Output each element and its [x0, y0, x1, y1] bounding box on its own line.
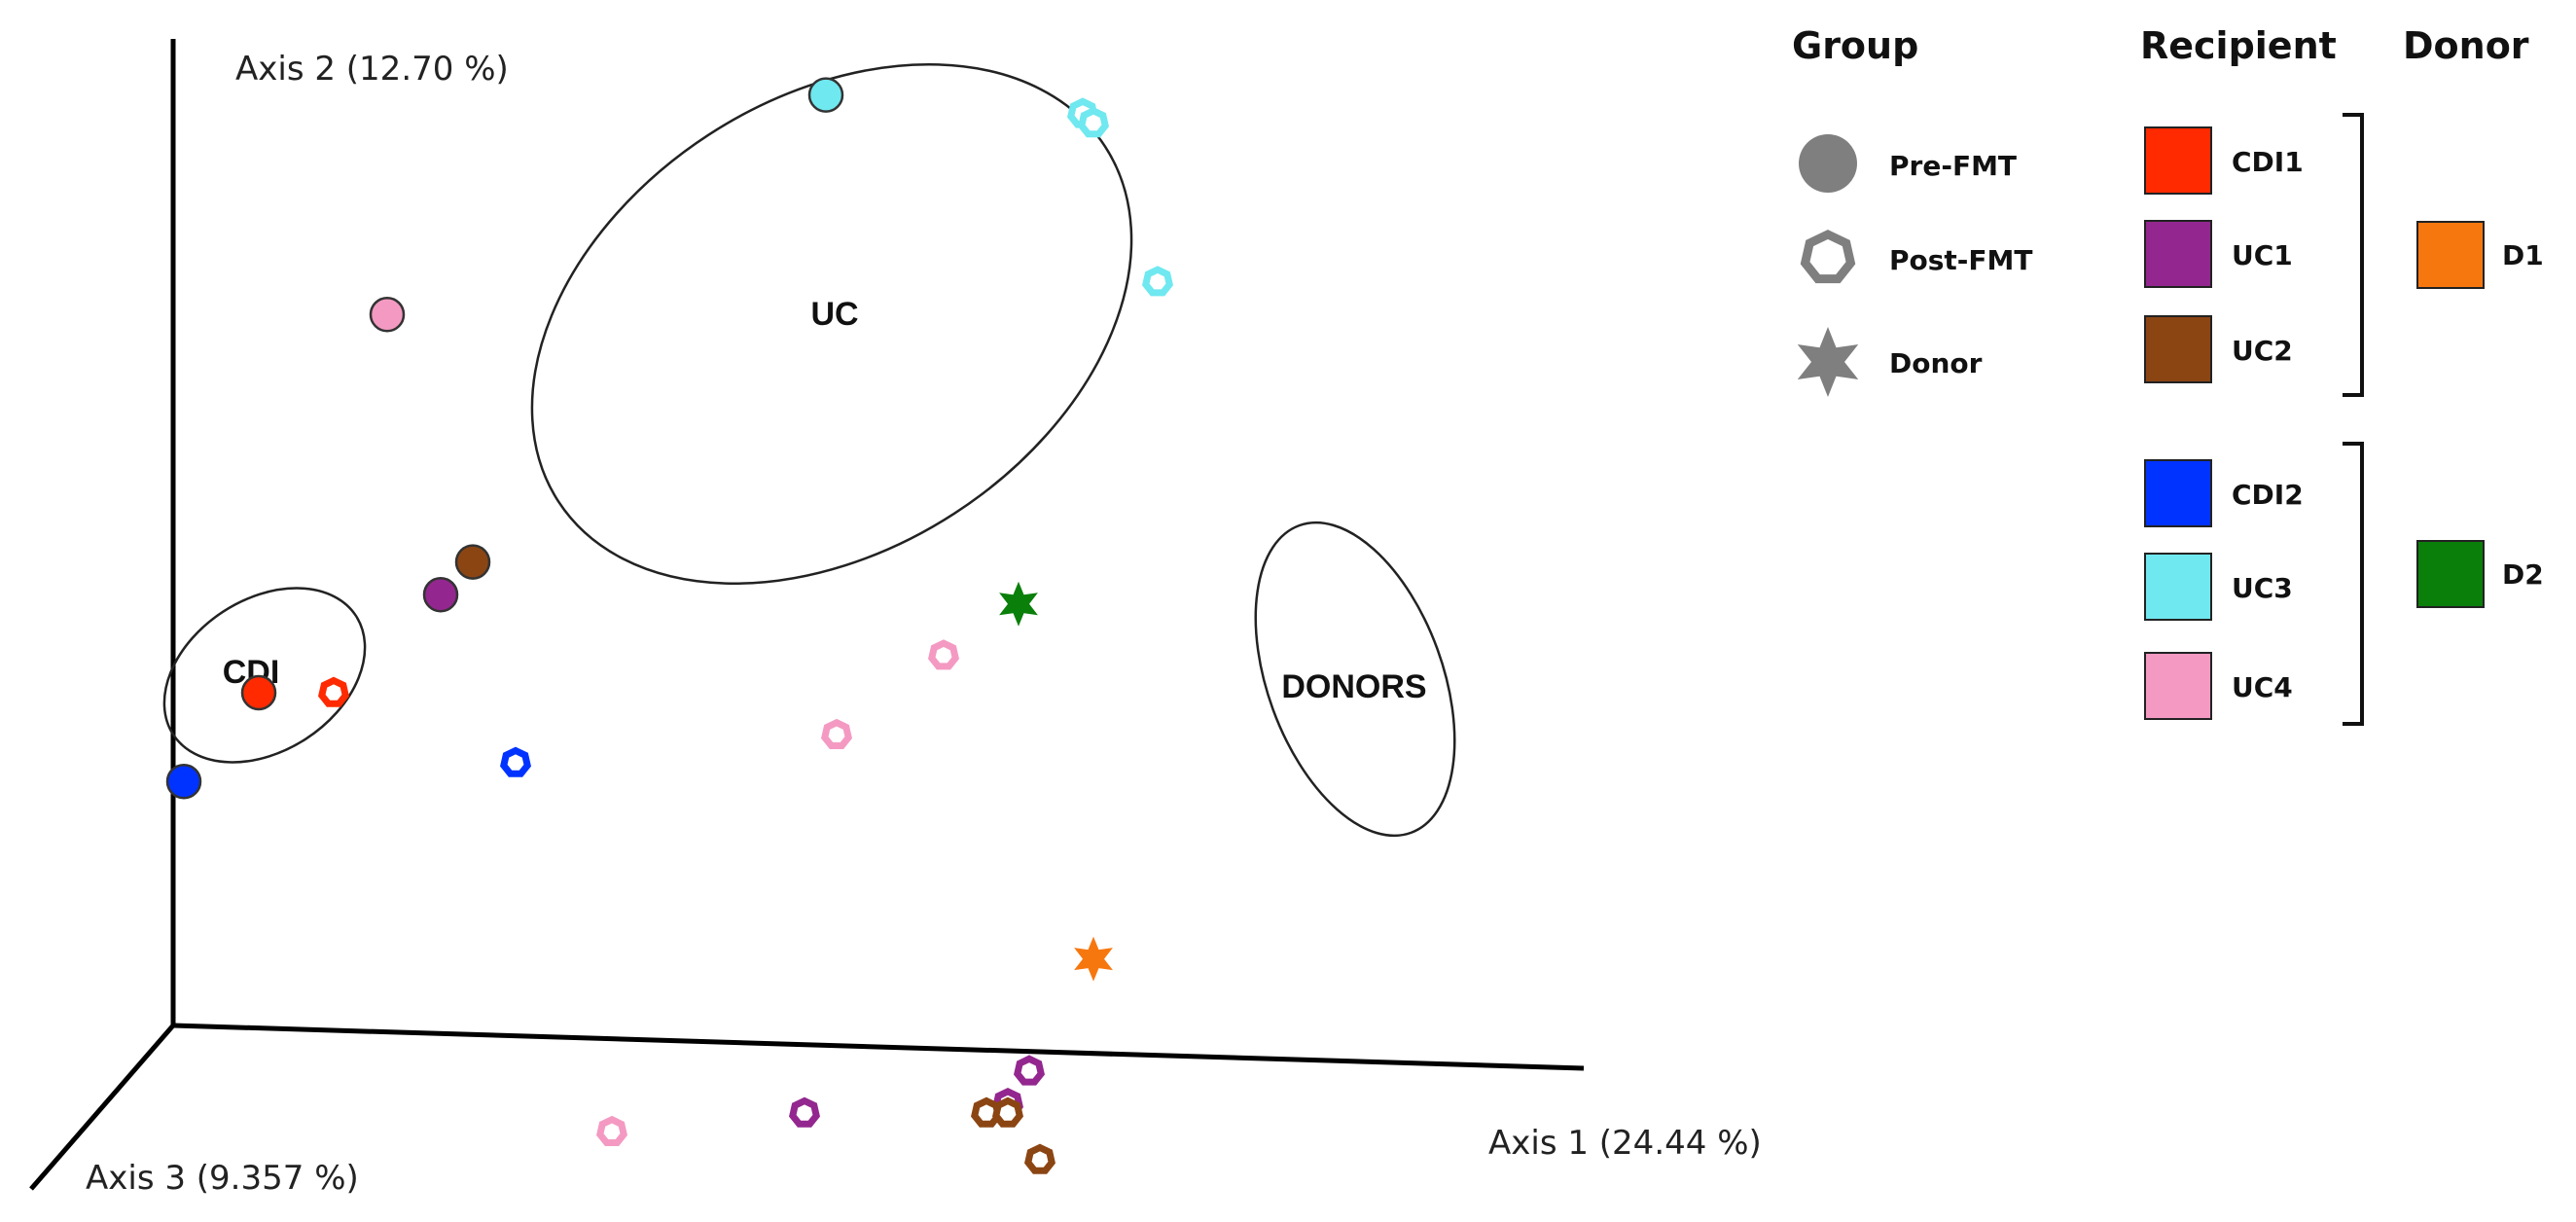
- d1-bracket: [2343, 113, 2364, 397]
- point-d2-donor-20: [999, 581, 1038, 627]
- point-cdi1-post-fmt-9: [318, 676, 349, 707]
- recipient-label-cdi1: CDI1: [2232, 146, 2304, 178]
- data-points: [165, 77, 1173, 1174]
- recipient-swatch-uc3: [2144, 553, 2212, 621]
- post-fmt-legend-icon: [1800, 230, 1856, 284]
- recipient-label-uc2: UC2: [2232, 335, 2293, 367]
- axis-2-label: Axis 2 (12.70 %): [235, 50, 509, 89]
- point-uc4-post-fmt-11: [928, 639, 959, 670]
- point-uc3-post-fmt-8: [1142, 266, 1173, 297]
- cdi-cluster-ring: [162, 587, 367, 764]
- point-uc1-pre-fmt-3: [422, 576, 459, 613]
- axis-3-label: Axis 3 (9.357 %): [86, 1159, 359, 1198]
- donor-label-d1: D1: [2502, 239, 2544, 271]
- point-uc2-post-fmt-18: [992, 1096, 1023, 1128]
- legend: Group Recipient Donor Pre-FMT Post-FMT D…: [1792, 24, 2544, 726]
- point-uc4-post-fmt-13: [596, 1115, 627, 1146]
- point-uc3-post-fmt-7: [1078, 107, 1109, 138]
- point-cdi2-pre-fmt-5: [165, 763, 202, 800]
- donors-cluster-label: DONORS: [1281, 668, 1426, 705]
- recipient-swatch-uc2: [2144, 315, 2212, 383]
- legend-recipient-heading: Recipient: [2140, 24, 2337, 67]
- legend-donor-heading: Donor: [2403, 24, 2529, 67]
- recipient-label-uc1: UC1: [2232, 239, 2293, 271]
- recipient-swatch-cdi1: [2144, 126, 2212, 195]
- point-uc3-pre-fmt-0: [807, 77, 844, 113]
- point-uc1-post-fmt-14: [789, 1096, 820, 1128]
- uc-cluster-ring: [530, 63, 1133, 585]
- donors-cluster-ring: [1254, 521, 1456, 838]
- point-uc4-post-fmt-12: [821, 718, 852, 749]
- legend-group-pre-fmt: Pre-FMT: [1889, 150, 2017, 182]
- recipient-swatch-uc4: [2144, 652, 2212, 720]
- recipient-legend: CDI1 UC1 UC2 CDI2 UC3 UC4: [2144, 126, 2304, 720]
- legend-group-heading: Group: [1792, 24, 1918, 67]
- point-uc4-pre-fmt-1: [369, 296, 406, 333]
- donor-swatch-d1: [2416, 221, 2485, 289]
- cluster-rings: [162, 63, 1456, 838]
- axes: [29, 39, 1585, 1191]
- axis-3-line: [29, 1024, 175, 1191]
- recipient-label-uc3: UC3: [2232, 572, 2293, 604]
- donor-label-d2: D2: [2502, 558, 2544, 591]
- d2-bracket: [2343, 442, 2364, 726]
- recipient-label-cdi2: CDI2: [2232, 479, 2304, 511]
- point-uc1-post-fmt-15: [1014, 1055, 1045, 1086]
- uc-cluster-label: UC: [810, 296, 858, 333]
- recipient-swatch-cdi2: [2144, 459, 2212, 527]
- donor-legend-icon: [1797, 327, 1859, 397]
- axis-1-label: Axis 1 (24.44 %): [1488, 1124, 1762, 1163]
- recipient-label-uc4: UC4: [2232, 671, 2293, 703]
- point-uc2-post-fmt-19: [1024, 1143, 1055, 1174]
- legend-group-post-fmt: Post-FMT: [1889, 244, 2033, 276]
- axis-1-line: [172, 1023, 1585, 1071]
- point-cdi1-pre-fmt-4: [240, 674, 277, 711]
- donor-legend: D1 D2: [2416, 221, 2544, 608]
- recipient-swatch-uc1: [2144, 220, 2212, 288]
- point-uc2-pre-fmt-2: [454, 544, 491, 580]
- donor-swatch-d2: [2416, 540, 2485, 608]
- pre-fmt-legend-icon: [1799, 134, 1857, 193]
- point-d1-donor-21: [1074, 936, 1113, 982]
- legend-group-donor: Donor: [1889, 347, 1983, 379]
- point-cdi2-post-fmt-10: [500, 746, 531, 777]
